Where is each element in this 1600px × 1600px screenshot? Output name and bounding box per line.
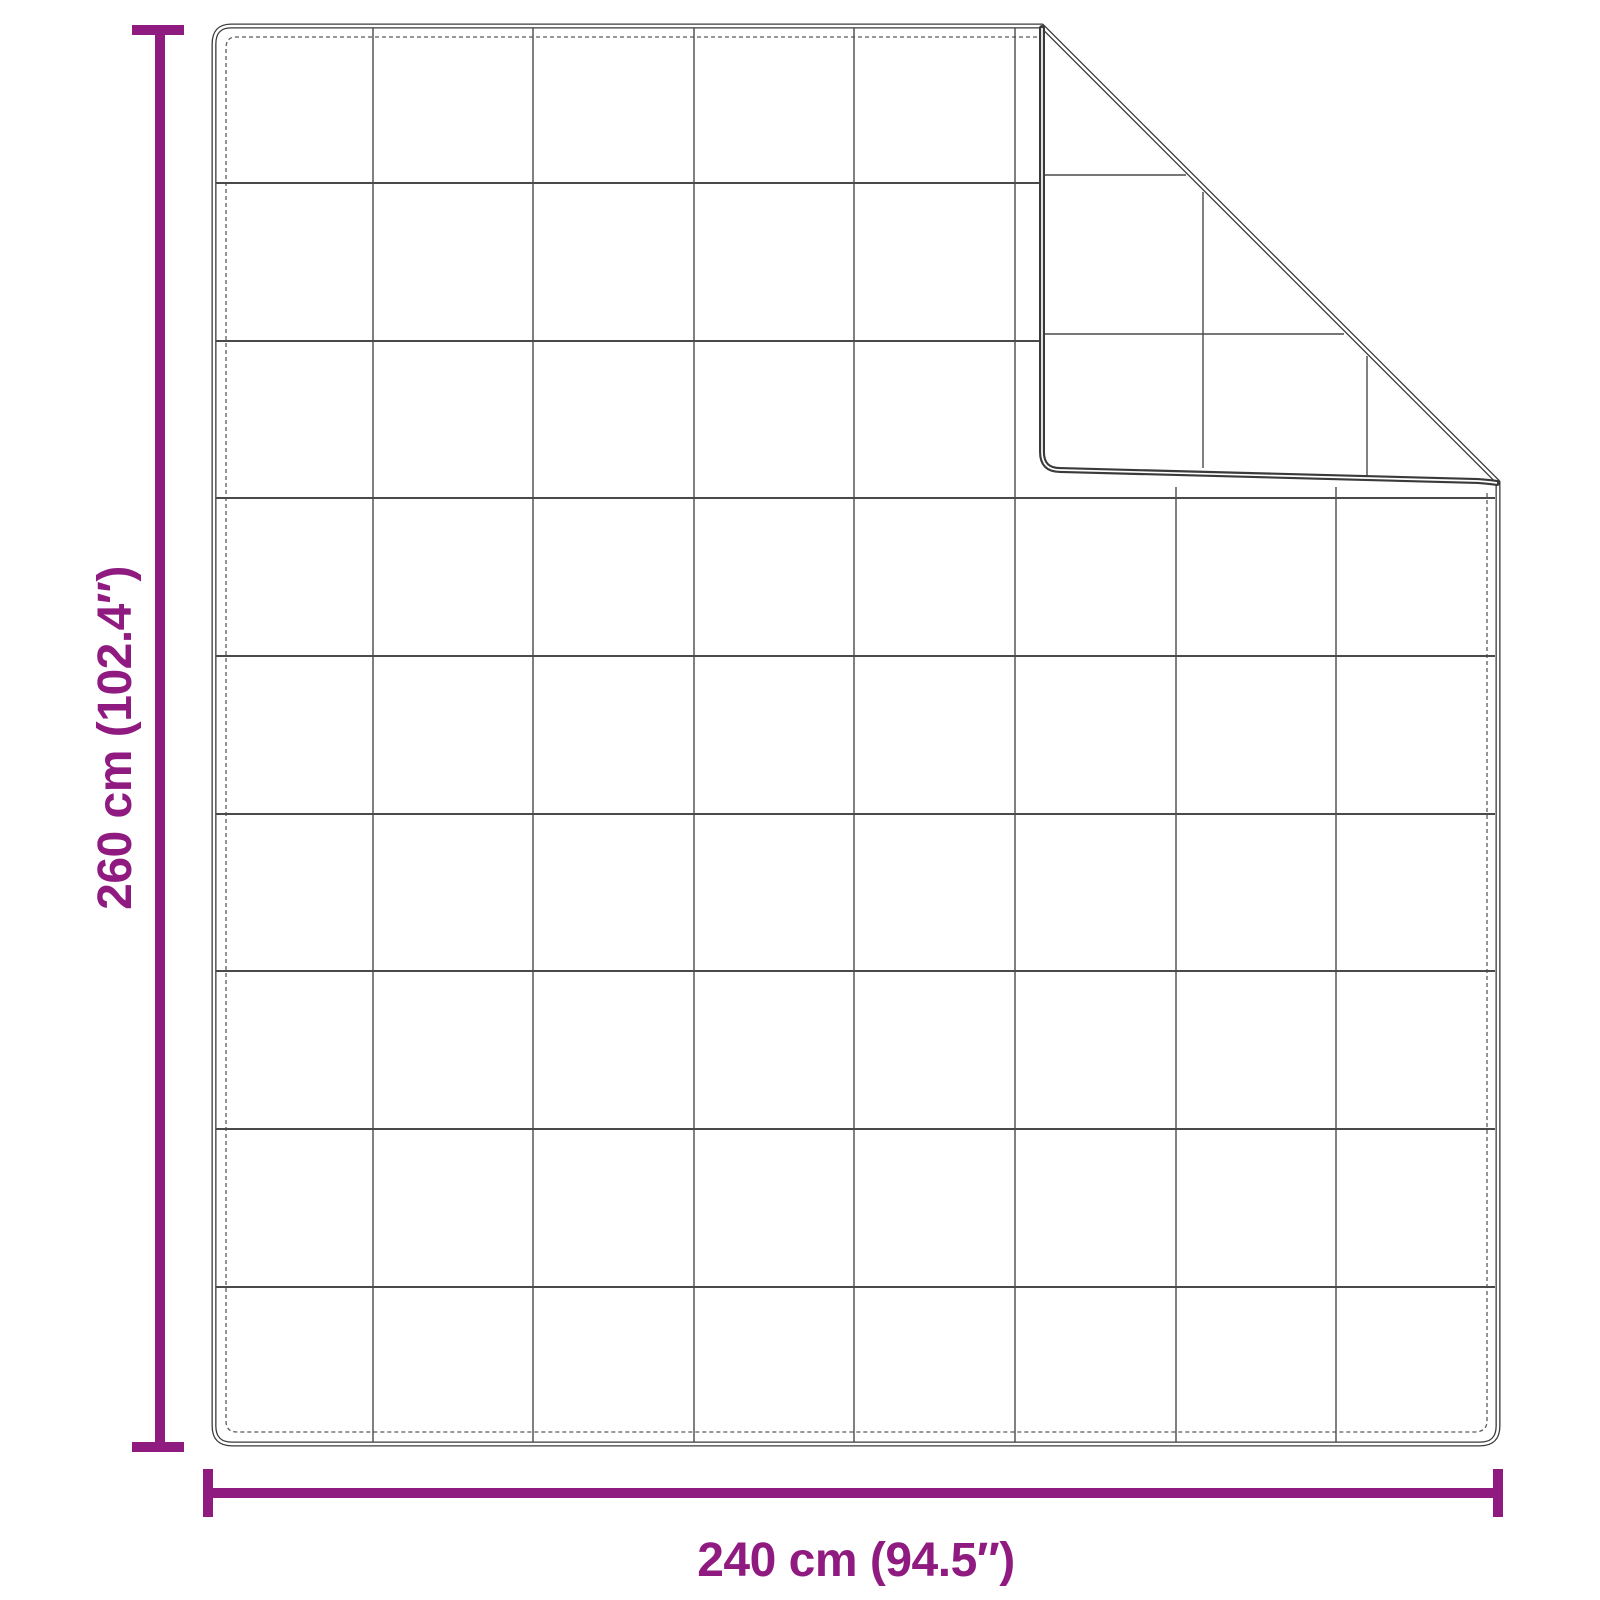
width-dimension-label: 240 cm (94.5″) (697, 1534, 1015, 1587)
blanket-outline (211, 23, 1501, 1447)
width-dimension-cap-left (203, 1469, 213, 1517)
stitch-seam-line (225, 36, 1488, 1433)
flap-edge-inner-line (1041, 28, 1498, 484)
folded-corner-flap (1039, 25, 1500, 486)
blanket-outline-inner-line (212, 24, 1500, 1446)
blanket-body (211, 23, 1501, 1447)
height-dimension-cap-bottom (132, 1442, 184, 1452)
height-dimension-cap-top (132, 25, 184, 35)
height-dimension-line (155, 30, 165, 1447)
width-dimension-cap-right (1493, 1469, 1503, 1517)
quilt-grid (216, 28, 1495, 1442)
width-dimension-line (208, 1488, 1498, 1498)
height-dimension-label: 260 cm (102.4″) (89, 566, 142, 910)
width-dimension: 240 cm (94.5″) (203, 1469, 1503, 1587)
height-dimension: 260 cm (102.4″) (89, 25, 184, 1452)
